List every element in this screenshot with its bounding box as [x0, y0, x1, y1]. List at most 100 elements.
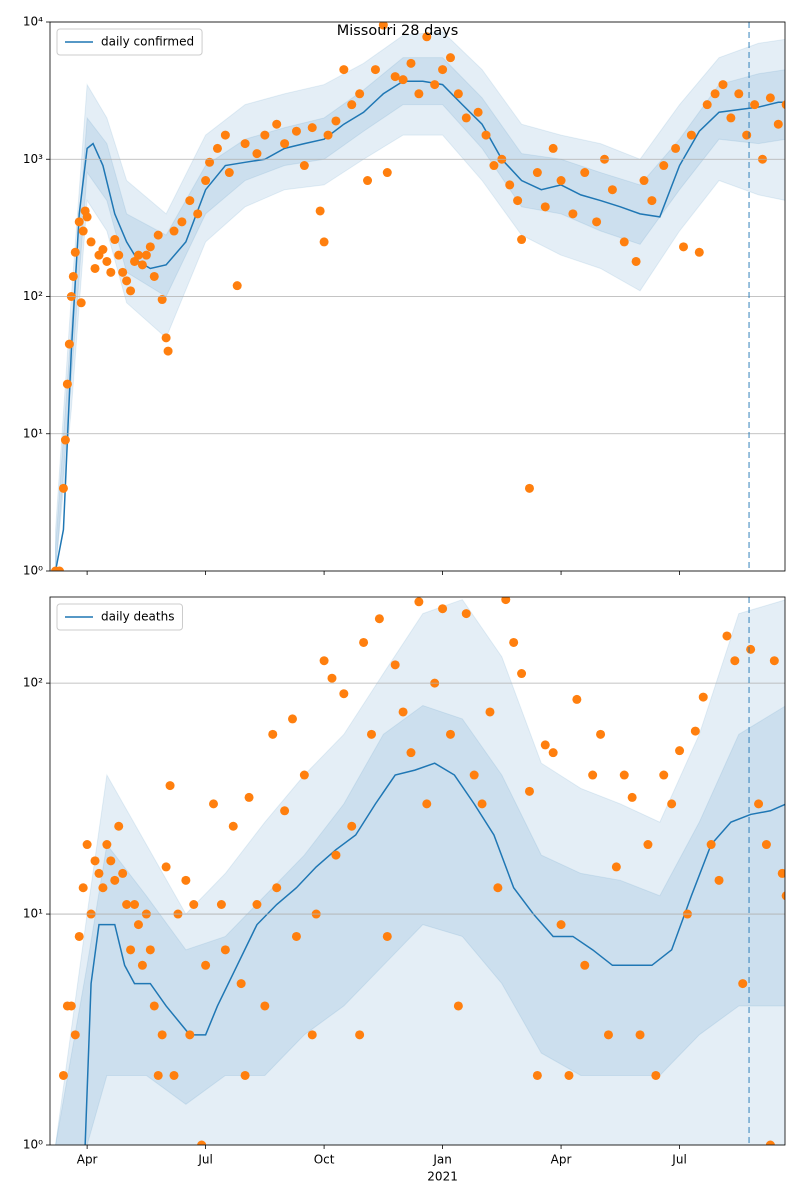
data-point: [686, 130, 696, 140]
data-point: [690, 726, 700, 736]
data-point: [319, 237, 329, 247]
data-point: [68, 271, 78, 281]
data-point: [773, 119, 783, 129]
data-point: [453, 1001, 463, 1011]
data-point: [742, 130, 752, 140]
data-point: [754, 799, 764, 809]
data-point: [706, 840, 716, 850]
legend: daily deaths: [56, 603, 183, 631]
data-point: [90, 263, 100, 273]
data-point: [734, 89, 744, 99]
data-point: [347, 100, 357, 110]
data-point: [568, 209, 578, 219]
data-point: [382, 168, 392, 178]
data-point: [726, 113, 736, 123]
data-point: [118, 267, 128, 277]
data-point: [236, 979, 246, 989]
data-point: [619, 770, 629, 780]
data-point: [390, 660, 400, 670]
data-point: [572, 694, 582, 704]
data-point: [607, 185, 617, 195]
data-point: [133, 250, 143, 260]
data-point: [122, 276, 132, 286]
data-point: [141, 250, 151, 260]
y-tick-label: 10¹: [23, 907, 43, 921]
data-point: [414, 89, 424, 99]
data-point: [102, 840, 112, 850]
data-point: [161, 862, 171, 872]
data-point: [473, 107, 483, 117]
data-point: [438, 604, 448, 614]
data-point: [619, 237, 629, 247]
data-point: [378, 22, 388, 30]
confidence-band: [55, 31, 785, 571]
data-point: [58, 1070, 68, 1080]
data-point: [315, 206, 325, 216]
data-point: [659, 161, 669, 171]
data-point: [769, 656, 779, 666]
legend-box: [56, 28, 203, 56]
data-point: [635, 1030, 645, 1040]
data-point: [750, 100, 760, 110]
data-point: [64, 339, 74, 349]
data-point: [185, 1030, 195, 1040]
data-point: [319, 656, 329, 666]
plot-area: [51, 22, 785, 571]
data-point: [228, 821, 238, 831]
data-point: [299, 770, 309, 780]
data-point: [307, 1030, 317, 1040]
x-tick-label: Oct: [314, 1153, 335, 1167]
data-point: [82, 212, 92, 222]
data-point: [524, 483, 534, 493]
chart-title: Missouri 28 days: [337, 23, 459, 39]
data-point: [347, 821, 357, 831]
data-point: [153, 230, 163, 240]
data-point: [331, 116, 341, 126]
data-point: [631, 256, 641, 266]
data-point: [540, 202, 550, 212]
data-point: [78, 226, 88, 236]
data-point: [145, 242, 155, 252]
data-point: [114, 821, 124, 831]
data-point: [137, 260, 147, 270]
data-point: [370, 65, 380, 75]
data-point: [287, 714, 297, 724]
data-point: [220, 130, 230, 140]
line: [84, 762, 785, 1145]
data-point: [110, 235, 120, 245]
data-point: [240, 139, 250, 149]
data-point: [406, 58, 416, 68]
data-point: [185, 196, 195, 206]
data-point: [86, 237, 96, 247]
data-point: [588, 770, 598, 780]
data-point: [627, 792, 637, 802]
confidence-band: [55, 57, 785, 571]
legend-box: [56, 603, 183, 631]
x-tick-label: Jul: [197, 1153, 212, 1167]
data-point: [157, 1030, 167, 1040]
x-tick-label: Jan: [432, 1153, 452, 1167]
data-point: [205, 157, 215, 167]
confidence-band: [55, 704, 785, 1145]
data-point: [157, 295, 167, 305]
data-point: [461, 113, 471, 123]
data-point: [398, 707, 408, 717]
data-point: [260, 130, 270, 140]
data-point: [643, 840, 653, 850]
data-point: [694, 247, 704, 257]
data-point: [761, 840, 771, 850]
data-point: [252, 149, 262, 159]
data-point: [730, 656, 740, 666]
data-point: [161, 333, 171, 343]
data-point: [133, 920, 143, 930]
data-point: [98, 245, 108, 255]
data-point: [126, 945, 136, 955]
data-point: [445, 53, 455, 63]
data-point: [299, 161, 309, 171]
data-point: [66, 1001, 76, 1011]
data-point: [710, 89, 720, 99]
data-point: [106, 267, 116, 277]
data-point: [398, 75, 408, 85]
data-point: [90, 856, 100, 866]
data-point: [505, 180, 515, 190]
